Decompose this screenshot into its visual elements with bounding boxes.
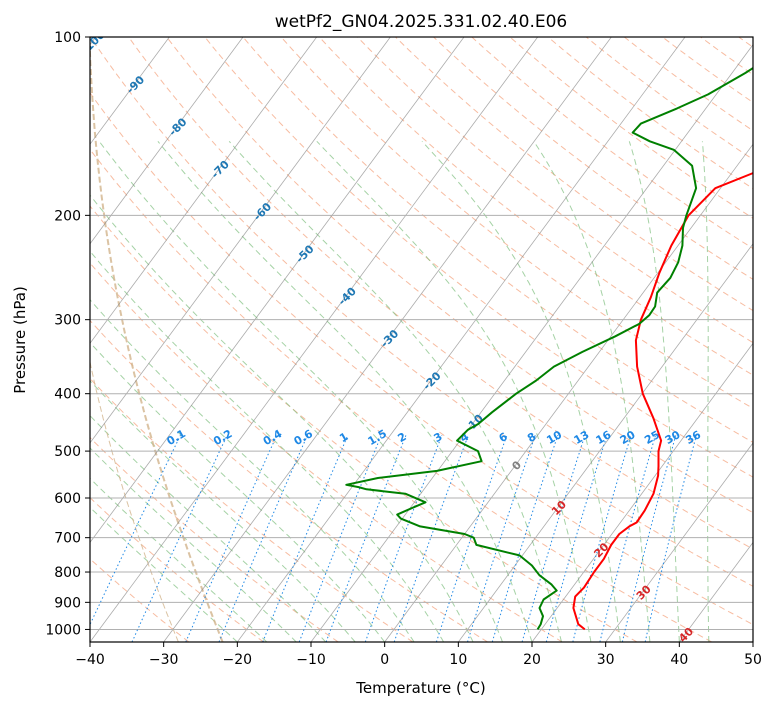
wet-bulb-zero-line [90,37,224,642]
isotherm-line [90,37,170,145]
mixing-ratio-line [545,435,608,642]
isotherm-line [458,243,753,642]
dry-adiabat [318,37,753,376]
y-tick-label: 100 [54,30,81,46]
dry-adiabat [90,262,563,642]
y-tick-label: 200 [54,208,81,224]
x-tick-label: 50 [744,652,762,668]
isobar-gridlines [90,37,753,630]
isotherm-line [90,37,391,444]
isotherm-line [163,37,612,642]
dry-adiabat [128,37,753,550]
wet-bulb-zero-curve [90,37,224,642]
y-tick-label: 300 [54,313,81,329]
x-tick-label: 0 [380,652,389,668]
wet-bulb-zero-line [90,359,179,642]
plot-frame [89,36,754,643]
mixing-ratio-line [218,434,308,642]
temperature-profile-line [572,172,753,631]
isotherm-line [90,37,539,642]
x-tick-label: 20 [523,652,541,668]
dewpoint-profile-line [345,66,753,630]
y-axis-ticks: 100 200 300 400 500 600 700 800 900 1000 [45,30,90,638]
y-tick-label: 800 [54,565,81,581]
x-tick-label: 30 [597,652,615,668]
dry-adiabat [90,91,753,626]
y-axis-label: Pressure (hPa) [11,286,29,394]
isotherm-line [237,37,686,642]
dry-adiabat [90,37,753,587]
isotherm-line [605,442,753,642]
x-axis-ticks: −40 −30 −20 −10 0 10 20 30 40 50 [75,642,762,668]
mixing-ratio-line [298,435,382,642]
x-tick-label: −20 [223,652,253,668]
isotherm-line [310,44,753,642]
profile-series [345,66,753,631]
y-tick-label: 700 [54,531,81,547]
mixing-ratio-lines [90,434,697,642]
dry-adiabat [280,37,753,409]
isotherm-line [90,37,244,245]
mixing-ratio-line [599,435,656,642]
x-tick-label: −40 [75,652,105,668]
y-tick-label: 600 [54,491,81,507]
dry-adiabat [90,205,638,642]
dry-adiabat [90,377,414,642]
y-tick-label: 500 [54,444,81,460]
x-tick-label: −30 [149,652,179,668]
y-tick-label: 900 [54,595,81,611]
x-tick-label: −10 [296,652,326,668]
y-tick-label: 400 [54,387,81,403]
x-tick-label: 10 [449,652,467,668]
mixing-ratio-line [185,434,278,642]
chart-title: wetPf2_GN04.2025.331.02.40.E06 [275,12,567,32]
isotherm-line [531,342,753,642]
isotherm-line [90,37,465,544]
y-tick-label: 1000 [45,622,81,638]
mixing-ratio-line [364,435,443,642]
dry-adiabat [90,148,712,642]
mixing-ratio-line [393,435,469,642]
mixing-ratio-line [644,435,697,642]
mixing-ratio-line [325,435,407,642]
mixing-ratio-line [572,435,632,642]
plot-area: -100-90-80-70-60-50-40-30-20-10010203040… [90,37,753,642]
x-axis-label: Temperature (°C) [355,679,485,697]
x-tick-label: 40 [670,652,688,668]
isotherm-line [90,37,318,345]
